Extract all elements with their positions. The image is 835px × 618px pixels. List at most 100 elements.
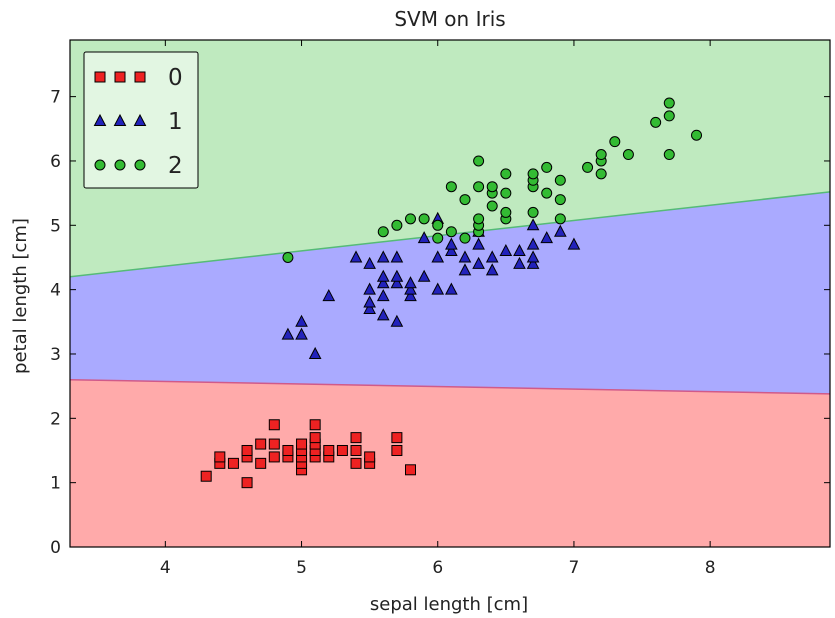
data-point-class-2: [663, 97, 675, 109]
legend-label-class-0: 0: [168, 65, 183, 91]
data-point-class-2: [554, 194, 566, 206]
data-point-class-0: [350, 457, 362, 469]
data-point-class-0: [336, 444, 348, 456]
data-point-class-0: [214, 451, 226, 463]
data-point-class-2: [432, 219, 444, 231]
data-point-class-2: [663, 149, 675, 161]
legend: 0 1 2: [83, 51, 199, 189]
data-point-class-1: [445, 282, 458, 295]
data-point-class-1: [445, 243, 458, 257]
data-point-class-2: [527, 206, 539, 218]
data-point-class-2: [500, 206, 512, 218]
data-point-class-2: [473, 155, 485, 167]
x-tick-label: 4: [160, 558, 171, 578]
data-point-class-0: [282, 444, 294, 456]
data-points: [200, 97, 703, 489]
y-tick-label: 3: [50, 345, 61, 365]
data-point-class-0: [296, 438, 308, 450]
data-point-class-2: [486, 181, 498, 193]
data-point-class-0: [241, 444, 253, 456]
data-point-class-1: [390, 276, 404, 289]
data-point-class-1: [458, 250, 472, 263]
data-point-class-2: [473, 213, 485, 225]
data-point-class-1: [376, 276, 390, 289]
data-point-class-1: [445, 237, 458, 250]
data-point-class-2: [541, 187, 553, 199]
data-point-class-0: [268, 451, 280, 463]
data-point-class-1: [540, 231, 554, 244]
data-point-class-2: [622, 149, 634, 161]
y-tick-label: 5: [50, 216, 61, 236]
data-point-class-2: [418, 213, 430, 225]
data-point-class-1: [526, 237, 540, 250]
data-point-class-1: [485, 263, 499, 276]
data-point-class-2: [541, 161, 553, 173]
y-axis: 0 1 2 3 4 5 6 7: [50, 88, 830, 558]
data-point-class-0: [268, 438, 280, 450]
legend-marker-class-2: [94, 159, 106, 171]
x-tick-label: 8: [705, 558, 716, 578]
data-point-class-2: [432, 232, 444, 244]
data-point-class-0: [255, 457, 267, 469]
data-point-class-0: [364, 451, 376, 463]
decision-region-2: [70, 40, 830, 277]
x-axis-label: sepal length [cm]: [370, 594, 528, 615]
y-axis-label: petal length [cm]: [10, 218, 31, 374]
data-point-class-1: [376, 288, 390, 302]
data-point-class-1: [363, 301, 376, 314]
data-point-class-0: [241, 477, 253, 489]
data-point-class-2: [554, 174, 566, 186]
data-point-class-2: [500, 168, 512, 180]
data-point-class-2: [391, 219, 403, 231]
data-point-class-1: [376, 308, 390, 321]
data-point-class-0: [350, 432, 362, 444]
data-point-class-1: [526, 256, 540, 269]
data-point-class-0: [391, 432, 403, 444]
data-point-class-0: [309, 419, 321, 431]
data-point-class-1: [376, 269, 390, 282]
data-point-class-1: [472, 237, 485, 250]
data-point-class-1: [431, 282, 445, 295]
data-point-class-2: [500, 187, 512, 199]
y-tick-label: 6: [50, 152, 61, 172]
data-point-class-1: [363, 282, 376, 295]
plot-frame: [69, 39, 831, 548]
data-point-class-2: [486, 200, 498, 212]
legend-marker-class-0: [94, 71, 106, 83]
data-point-class-1: [567, 237, 581, 250]
data-point-class-1: [363, 295, 376, 308]
legend-marker-class-2: [114, 159, 126, 171]
data-point-class-1: [281, 327, 295, 340]
data-point-class-1: [499, 243, 513, 257]
data-point-class-1: [295, 314, 308, 327]
data-point-class-1: [417, 269, 431, 282]
data-point-class-1: [376, 250, 390, 263]
data-point-class-1: [390, 314, 404, 327]
data-point-class-1: [404, 282, 417, 295]
data-point-class-2: [663, 110, 675, 122]
data-point-class-1: [404, 288, 417, 302]
data-point-class-2: [595, 168, 607, 180]
data-point-class-2: [282, 251, 294, 263]
data-point-class-0: [227, 457, 239, 469]
data-point-class-1: [472, 256, 485, 269]
legend-marker-class-0: [134, 71, 146, 83]
data-point-class-2: [650, 116, 662, 128]
data-point-class-2: [473, 181, 485, 193]
data-point-class-1: [526, 250, 540, 263]
y-tick-label: 4: [50, 281, 61, 301]
decision-boundary-0-1: [70, 378, 830, 395]
data-point-class-2: [405, 213, 417, 225]
chart-title: SVM on Iris: [394, 7, 505, 31]
data-point-class-1: [513, 256, 526, 269]
y-tick-label: 2: [50, 409, 61, 429]
data-point-class-1: [390, 250, 404, 263]
data-point-class-1: [308, 346, 322, 359]
data-point-class-0: [200, 470, 212, 482]
y-tick-label: 0: [50, 538, 61, 558]
data-point-class-2: [459, 232, 471, 244]
data-point-class-1: [295, 327, 308, 340]
data-point-class-0: [391, 444, 403, 456]
legend-marker-class-0: [114, 71, 126, 83]
data-point-class-1: [417, 231, 431, 244]
